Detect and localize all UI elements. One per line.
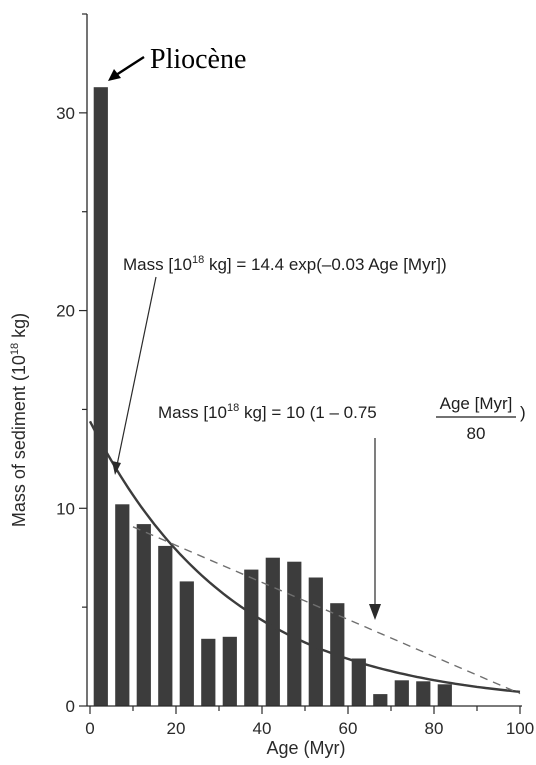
linear-fit-curve bbox=[132, 526, 521, 695]
linear-equation-annotation: Mass [1018 kg] = 10 (1 – 0.75 Age [Myr] … bbox=[158, 394, 526, 620]
x-axis-title: Age (Myr) bbox=[266, 738, 345, 758]
x-tick-label: 80 bbox=[425, 719, 444, 738]
linear-equation-denominator: 80 bbox=[467, 424, 486, 443]
exponential-equation-annotation: Mass [1018 kg] = 14.4 exp(–0.03 Age [Myr… bbox=[112, 254, 447, 475]
bar bbox=[394, 680, 409, 706]
axes: 0 20 40 60 80 100 0 10 20 30 bbox=[56, 13, 534, 738]
exp-eq-prefix: Mass [10 bbox=[123, 255, 192, 274]
linear-equation-label: Mass [1018 kg] = 10 (1 – 0.75 bbox=[158, 402, 377, 422]
linear-equation-pointer-head bbox=[369, 604, 381, 620]
x-tick-label: 0 bbox=[85, 719, 94, 738]
plot-area bbox=[88, 87, 521, 706]
x-tick-label: 40 bbox=[253, 719, 272, 738]
lin-eq-mid: kg] = 10 (1 – 0.75 bbox=[239, 403, 377, 422]
x-tick-label: 20 bbox=[167, 719, 186, 738]
lin-eq-sup: 18 bbox=[227, 402, 239, 414]
bar bbox=[308, 577, 323, 706]
exp-eq-suffix: kg] = 14.4 exp(–0.03 Age [Myr]) bbox=[204, 255, 446, 274]
exponential-equation-pointer bbox=[115, 276, 157, 471]
exponential-fit-curve bbox=[88, 420, 521, 693]
y-axis-title-main: Mass of sediment (10 bbox=[9, 355, 29, 527]
x-ticks: 0 20 40 60 80 100 bbox=[85, 706, 534, 738]
pliocene-arrow-shaft bbox=[112, 55, 145, 79]
bar bbox=[179, 581, 194, 706]
bar-series bbox=[93, 87, 452, 706]
pliocene-annotation: Pliocène bbox=[108, 44, 246, 81]
exponential-equation-pointer-head bbox=[112, 461, 121, 475]
y-axis-title-tail: kg) bbox=[9, 313, 29, 343]
linear-equation-close-paren: ) bbox=[520, 403, 526, 422]
exp-eq-sup: 18 bbox=[192, 254, 204, 266]
x-tick-label: 100 bbox=[506, 719, 534, 738]
bar bbox=[136, 524, 151, 706]
bar bbox=[201, 638, 216, 706]
bar bbox=[287, 561, 302, 706]
bar bbox=[373, 694, 388, 706]
y-ticks: 0 10 20 30 bbox=[56, 13, 87, 716]
y-tick-label: 30 bbox=[56, 104, 75, 123]
bar bbox=[158, 545, 173, 706]
bar bbox=[222, 636, 237, 706]
y-axis-title: Mass of sediment (1018 kg) bbox=[9, 313, 29, 527]
bar bbox=[265, 557, 280, 706]
bar bbox=[93, 87, 108, 706]
y-axis-title-sup: 18 bbox=[9, 343, 21, 355]
bar bbox=[244, 569, 259, 706]
y-tick-label: 10 bbox=[56, 499, 75, 518]
exponential-equation-label: Mass [1018 kg] = 14.4 exp(–0.03 Age [Myr… bbox=[123, 254, 447, 274]
bar bbox=[351, 658, 366, 706]
lin-eq-prefix: Mass [10 bbox=[158, 403, 227, 422]
linear-equation-numerator: Age [Myr] bbox=[440, 394, 513, 413]
bar bbox=[437, 684, 452, 706]
x-tick-label: 60 bbox=[339, 719, 358, 738]
y-tick-label: 0 bbox=[66, 697, 75, 716]
bar bbox=[416, 681, 431, 706]
pliocene-arrow-head bbox=[108, 69, 121, 81]
pliocene-label: Pliocène bbox=[150, 44, 246, 75]
bar bbox=[115, 504, 130, 706]
y-tick-label: 20 bbox=[56, 302, 75, 321]
